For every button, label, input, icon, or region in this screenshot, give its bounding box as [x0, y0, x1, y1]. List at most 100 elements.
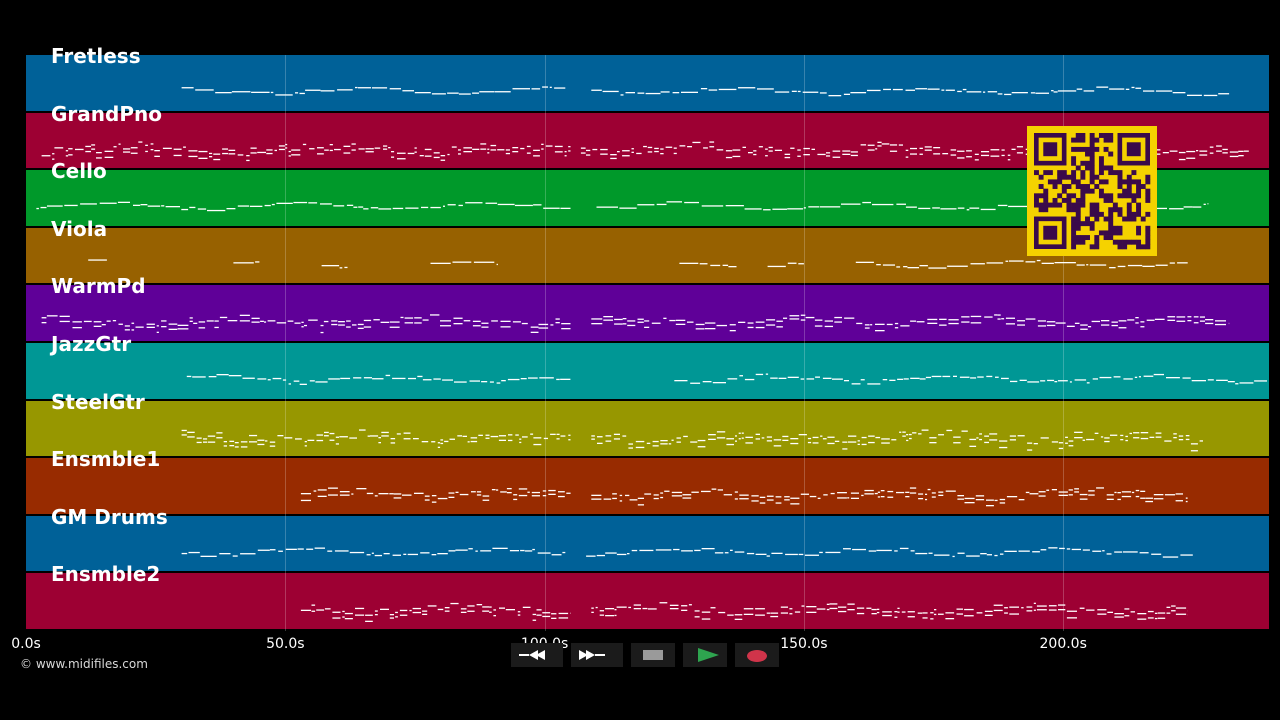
midi-note [745, 436, 753, 438]
stop-button[interactable] [631, 643, 675, 667]
midi-note [555, 318, 560, 321]
midi-note [964, 609, 974, 611]
midi-note [498, 434, 506, 436]
midi-note [871, 613, 877, 615]
midi-note [430, 207, 441, 209]
midi-note [328, 378, 340, 380]
midi-note [536, 614, 542, 617]
midi-note [555, 322, 560, 324]
midi-note [933, 146, 941, 148]
note-roll [88, 259, 1188, 269]
midi-note [560, 434, 566, 437]
midi-note [316, 433, 324, 436]
midi-note [472, 92, 479, 94]
midi-note [625, 494, 630, 497]
midi-note [957, 552, 965, 554]
midi-note [397, 157, 406, 159]
midi-note [527, 491, 530, 494]
midi-note [701, 611, 711, 614]
midi-note [1005, 317, 1015, 320]
track-lane[interactable]: WarmPd [26, 274, 1269, 343]
midi-note [156, 332, 159, 334]
midi-note [628, 442, 633, 445]
midi-note [440, 325, 451, 327]
midi-note [1134, 376, 1138, 378]
midi-note [135, 326, 144, 329]
rewind-button[interactable] [511, 643, 563, 667]
midi-note [332, 617, 341, 620]
midi-note [1059, 547, 1065, 549]
midi-note [1066, 548, 1071, 550]
midi-note [452, 261, 472, 263]
midi-note [458, 148, 461, 151]
track-lane[interactable]: Ensmble2 [26, 562, 1269, 631]
track-lane[interactable]: Ensmble1 [26, 447, 1269, 516]
midi-note [659, 602, 668, 604]
midi-note [1058, 494, 1068, 497]
midi-note [93, 326, 102, 328]
midi-note [1164, 494, 1176, 496]
play-button[interactable] [683, 643, 727, 667]
midi-note [485, 434, 490, 436]
midi-note [915, 552, 928, 554]
midi-note [187, 435, 195, 438]
midi-note [1038, 491, 1046, 493]
midi-note [517, 614, 521, 617]
track-lane[interactable]: GM Drums [26, 505, 1269, 574]
midi-note [1183, 206, 1193, 208]
midi-note [766, 495, 774, 498]
midi-note [96, 156, 102, 159]
track-lane[interactable]: JazzGtr [26, 332, 1269, 401]
midi-note [407, 553, 418, 555]
midi-note [938, 494, 944, 497]
midi-note [1166, 377, 1180, 379]
midi-note [803, 153, 810, 155]
midi-note [324, 434, 329, 436]
record-button[interactable] [735, 643, 779, 667]
midi-note [339, 494, 350, 496]
midi-note [591, 323, 603, 325]
midi-note [181, 209, 189, 211]
midi-note [188, 155, 198, 157]
midi-note [1151, 207, 1167, 210]
fast-forward-button[interactable] [571, 643, 623, 667]
midi-note [396, 432, 401, 435]
midi-note [907, 616, 915, 618]
midi-note [447, 153, 450, 155]
midi-note [1166, 612, 1171, 615]
midi-note [755, 321, 765, 324]
midi-note [794, 611, 801, 614]
midi-note [751, 495, 759, 497]
midi-note [668, 442, 672, 445]
midi-note [1104, 436, 1110, 439]
track-lane[interactable]: Fretless [26, 44, 1269, 113]
midi-note [374, 147, 381, 149]
midi-note [264, 321, 267, 324]
midi-note [933, 152, 941, 155]
midi-note [815, 376, 820, 378]
midi-note [673, 152, 677, 154]
midi-note [708, 89, 718, 91]
midi-note [530, 332, 539, 334]
track-lane[interactable]: SteelGtr [26, 390, 1269, 459]
midi-note [610, 157, 617, 159]
midi-note [1008, 205, 1028, 208]
midi-note [309, 147, 315, 149]
midi-note [953, 441, 961, 443]
midi-note [766, 555, 770, 557]
midi-note [1137, 618, 1147, 621]
midi-note [118, 143, 121, 145]
qr-code[interactable] [1027, 126, 1157, 256]
midi-note [1025, 260, 1036, 263]
midi-note [942, 152, 949, 154]
midi-note [948, 323, 959, 325]
midi-note [346, 204, 354, 207]
midi-note [610, 153, 617, 155]
midi-note [1153, 373, 1164, 376]
midi-note [819, 206, 841, 208]
midi-note [311, 604, 316, 607]
midi-note [1199, 439, 1203, 442]
midi-note [906, 439, 909, 441]
midi-note [961, 316, 970, 318]
midi-note [755, 433, 760, 435]
